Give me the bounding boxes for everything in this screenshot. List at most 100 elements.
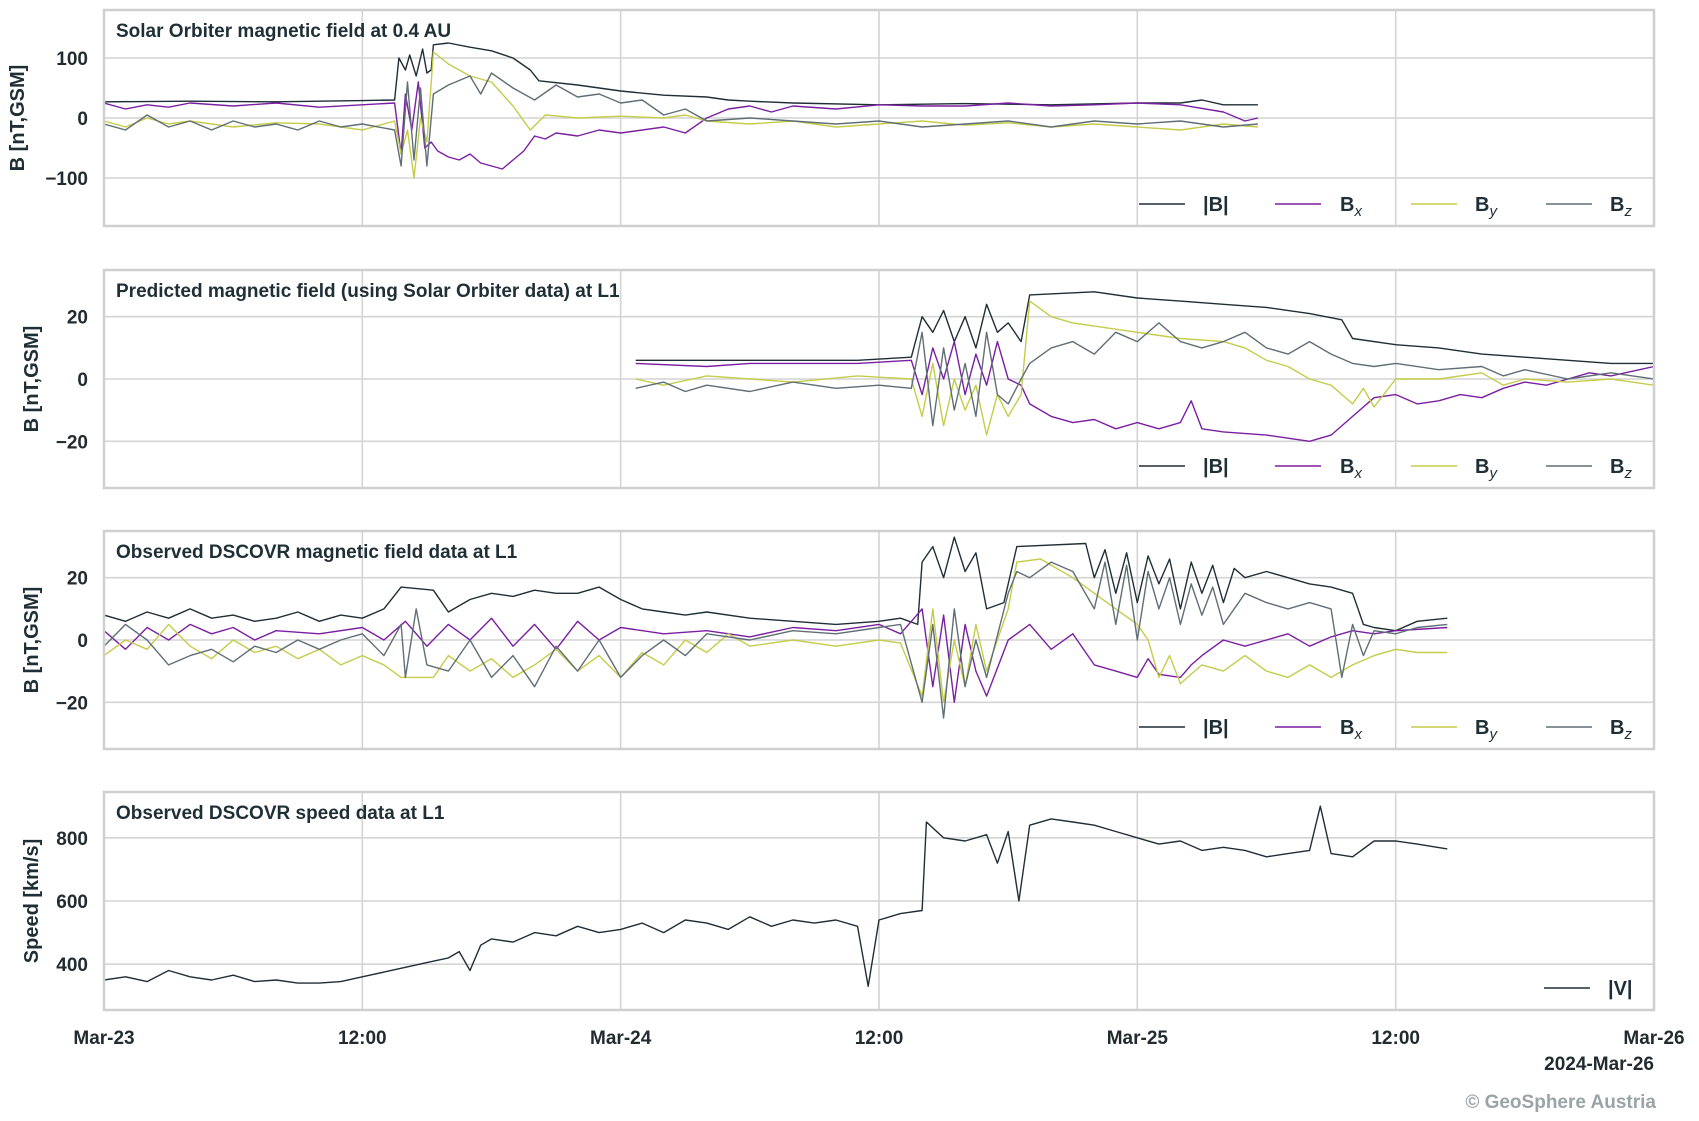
x-tick-label: Mar-23 xyxy=(73,1028,134,1049)
series-line-b xyxy=(104,536,1448,632)
legend-label-base: B xyxy=(1475,717,1489,739)
y-tick-label: 600 xyxy=(56,892,88,913)
legend-label: Bx xyxy=(1340,717,1362,743)
legend-item-bx: Bx xyxy=(1275,717,1362,743)
x-axis-tick-labels: Mar-23 12:00 Mar-24 12:00 Mar-25 12:00 Mar-26 xyxy=(73,1028,1684,1049)
series-line-bz xyxy=(635,322,1654,427)
legend: |V| xyxy=(1544,978,1633,1000)
y-tick-label: 800 xyxy=(56,829,88,850)
legend-label: |B| xyxy=(1203,456,1229,478)
series-line-bx xyxy=(104,608,1448,703)
y-tick-label: 0 xyxy=(77,370,88,391)
legend-label-base: |B| xyxy=(1203,717,1229,739)
legend-label: |B| xyxy=(1203,194,1229,216)
y-tick-label: 20 xyxy=(67,308,88,329)
legend-item-by: By xyxy=(1411,717,1498,743)
copyright-label: © GeoSphere Austria xyxy=(1465,1092,1656,1113)
legend-label-base: B xyxy=(1610,456,1624,478)
y-tick-label: 0 xyxy=(77,631,88,652)
legend-label-subscript: x xyxy=(1353,203,1362,220)
legend-item-by: By xyxy=(1411,456,1498,482)
legend-item-bz: Bz xyxy=(1546,456,1632,482)
legend-label-base: B xyxy=(1610,717,1624,739)
series-line-by xyxy=(635,300,1654,436)
x-tick-label: 12:00 xyxy=(338,1028,387,1049)
series-line-by xyxy=(104,558,1448,703)
series-line-b xyxy=(635,291,1654,365)
legend-label-base: |B| xyxy=(1203,194,1229,216)
series-line-bz xyxy=(104,561,1448,719)
plot-frame xyxy=(102,790,1656,1012)
legend-label-subscript: z xyxy=(1623,465,1632,482)
y-axis-label: B [nT,GSM] xyxy=(7,65,29,172)
legend-label-subscript: x xyxy=(1353,465,1362,482)
series-line-v xyxy=(104,805,1448,987)
y-tick-label: −20 xyxy=(56,432,88,453)
legend-label-base: B xyxy=(1610,194,1624,216)
legend-label-base: B xyxy=(1475,456,1489,478)
y-tick-label: −100 xyxy=(45,169,88,190)
x-tick-label: 12:00 xyxy=(1371,1028,1420,1049)
panel-2: 20 0 −20 B [nT,GSM] Predicted magnetic field… xyxy=(21,268,1656,490)
legend-label-base: B xyxy=(1340,456,1354,478)
x-tick-label: 12:00 xyxy=(855,1028,904,1049)
panel-3: 20 0 −20 B [nT,GSM] Observed DSCOVR magnetic… xyxy=(21,529,1656,751)
series-line-bz xyxy=(104,72,1258,167)
y-axis-label: B [nT,GSM] xyxy=(21,587,43,694)
y-tick-label: 100 xyxy=(56,49,88,70)
series-line-bx xyxy=(635,340,1654,442)
legend-label-base: B xyxy=(1475,194,1489,216)
legend-item-v: |V| xyxy=(1544,978,1633,1000)
legend-label-base: B xyxy=(1340,717,1354,739)
legend-label-subscript: z xyxy=(1623,726,1632,743)
legend-label-subscript: y xyxy=(1488,726,1498,743)
legend-label-base: |V| xyxy=(1608,978,1633,1000)
y-tick-label: −20 xyxy=(56,693,88,714)
panel-title: Predicted magnetic field (using Solar Or… xyxy=(116,281,620,302)
panel-1: 100 0 −100 B [nT,GSM] Solar Orbiter magnetic… xyxy=(7,8,1656,228)
legend-item-b: |B| xyxy=(1139,456,1229,478)
legend-label-subscript: z xyxy=(1623,203,1632,220)
legend-label: Bz xyxy=(1610,717,1632,743)
legend-item-bz: Bz xyxy=(1546,194,1632,220)
panel-4: 800 600 400 Speed [km/s] Observed DSCOVR spe… xyxy=(21,790,1656,1012)
date-label: 2024-Mar-26 xyxy=(1544,1054,1654,1075)
legend-item-by: By xyxy=(1411,194,1498,220)
plot-frame xyxy=(102,8,1656,228)
legend-label-base: |B| xyxy=(1203,456,1229,478)
legend-item-b: |B| xyxy=(1139,717,1229,739)
legend-item-bz: Bz xyxy=(1546,717,1632,743)
x-tick-label: Mar-25 xyxy=(1107,1028,1169,1049)
series-line-bx xyxy=(104,81,1259,170)
panel-title: Solar Orbiter magnetic field at 0.4 AU xyxy=(116,21,451,42)
legend-item-bx: Bx xyxy=(1275,194,1362,220)
legend-label: Bx xyxy=(1340,194,1362,220)
series-line-b xyxy=(104,42,1258,106)
legend-label: |V| xyxy=(1608,978,1633,1000)
legend-item-b: |B| xyxy=(1139,194,1229,216)
y-tick-label: 0 xyxy=(77,109,88,130)
legend-label-subscript: y xyxy=(1488,203,1498,220)
legend-label-subscript: y xyxy=(1488,465,1498,482)
legend: |B| Bx By Bz xyxy=(1139,194,1632,220)
legend-label: By xyxy=(1475,194,1498,220)
x-tick-label: Mar-24 xyxy=(590,1028,652,1049)
legend-label: By xyxy=(1475,456,1498,482)
legend-label: |B| xyxy=(1203,717,1229,739)
legend-label: Bx xyxy=(1340,456,1362,482)
panel-title: Observed DSCOVR speed data at L1 xyxy=(116,803,445,824)
y-tick-label: 20 xyxy=(67,569,88,590)
legend-label: By xyxy=(1475,717,1498,743)
panel-title: Observed DSCOVR magnetic field data at L… xyxy=(116,542,518,563)
legend-item-bx: Bx xyxy=(1275,456,1362,482)
x-tick-label: Mar-26 xyxy=(1623,1028,1684,1049)
plot-frame xyxy=(102,529,1656,751)
y-axis-label: B [nT,GSM] xyxy=(21,326,43,433)
series-line-by xyxy=(104,51,1258,179)
legend-label: Bz xyxy=(1610,456,1632,482)
panels: 100 0 −100 B [nT,GSM] Solar Orbiter magnetic… xyxy=(7,8,1656,1012)
legend-label-base: B xyxy=(1340,194,1354,216)
y-tick-label: 400 xyxy=(56,955,88,976)
legend-label: Bz xyxy=(1610,194,1632,220)
